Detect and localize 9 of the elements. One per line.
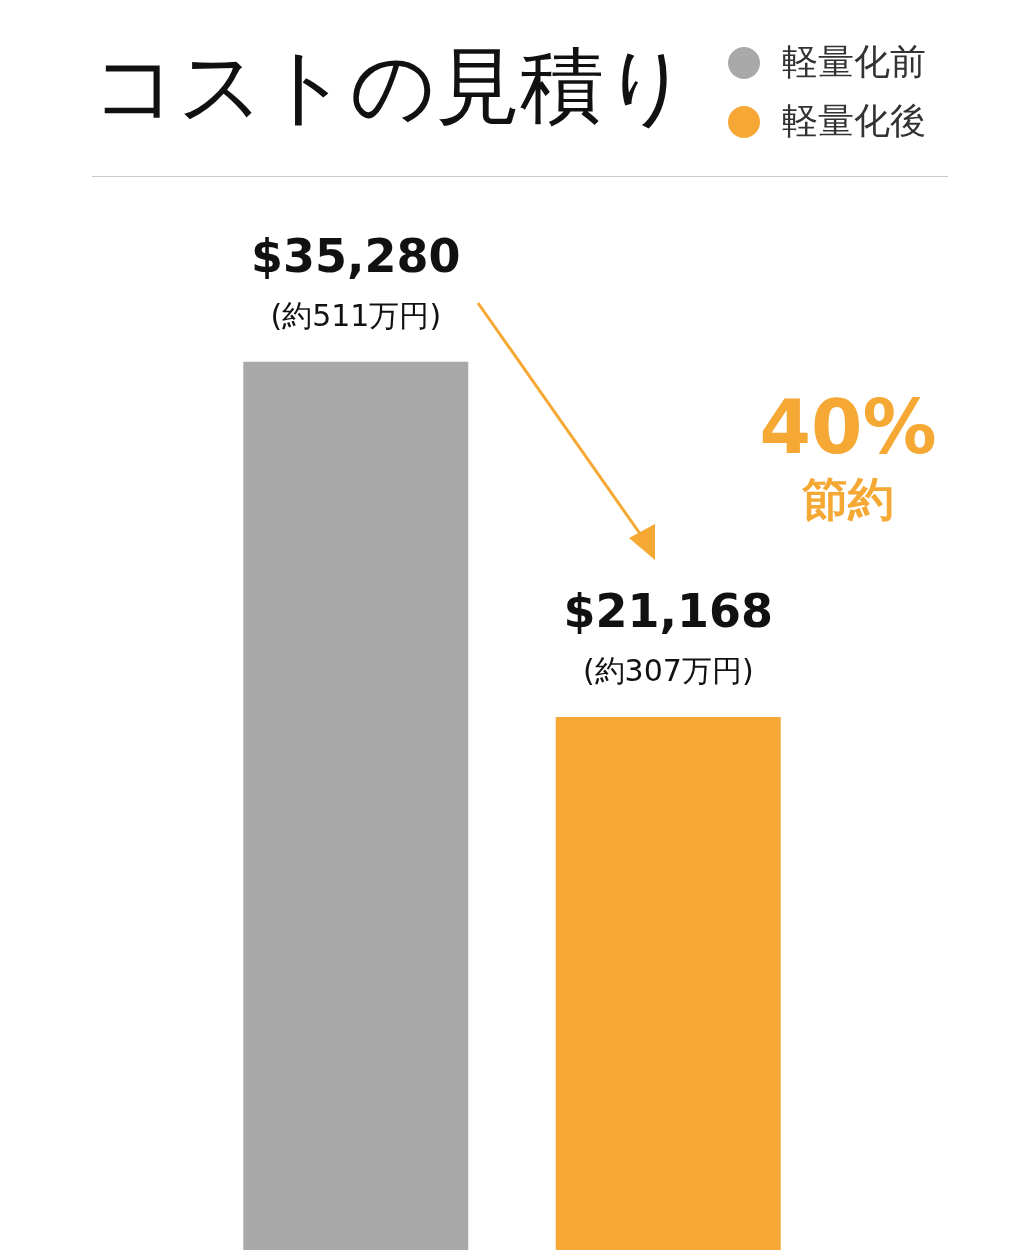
annotation: (約307万円) [582,653,754,689]
annotation: 節約 [801,472,894,526]
data-label: $21,168 [563,584,773,639]
chart-title: コストの見積り [92,36,690,137]
annotation: (約511万円) [270,297,442,333]
legend-label: 軽量化前 [782,40,926,84]
legend-label: 軽量化後 [782,99,926,143]
data-label: $35,280 [251,228,461,283]
annotation: 40% [759,384,937,470]
